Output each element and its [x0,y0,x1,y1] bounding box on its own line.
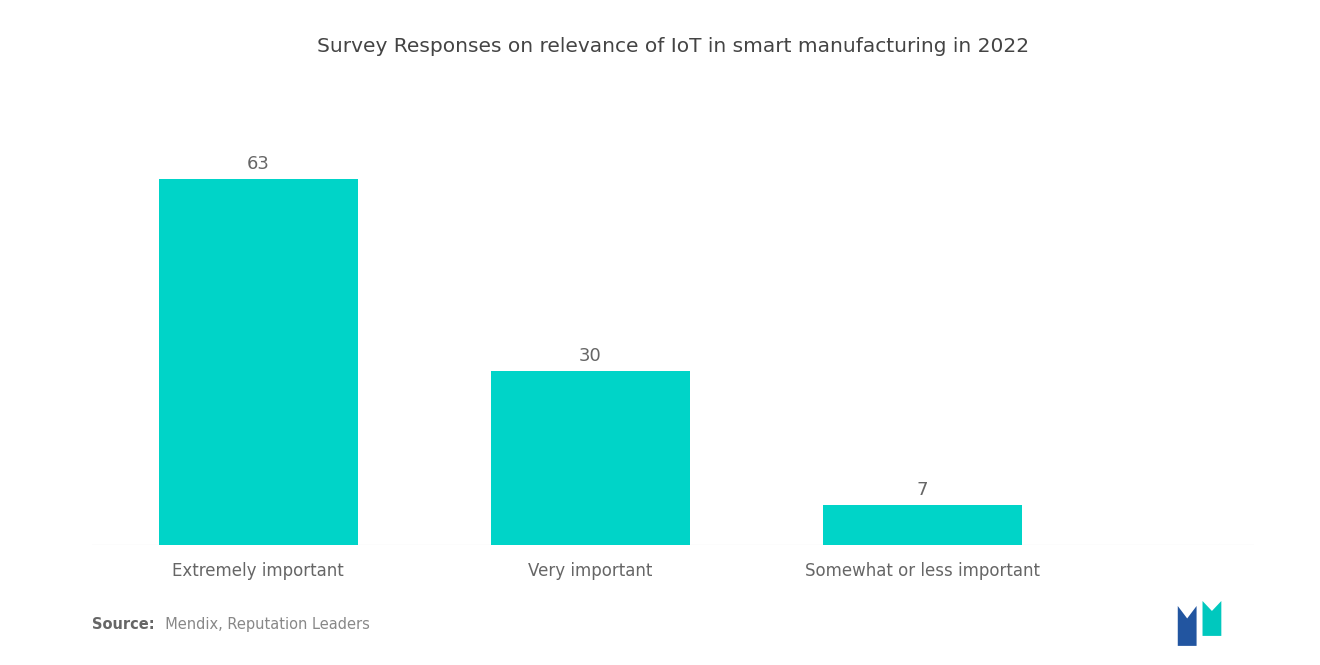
Bar [491,370,690,545]
Text: 7: 7 [916,481,928,499]
Polygon shape [1203,601,1221,636]
Text: Source:: Source: [92,616,154,632]
Title: Survey Responses on relevance of IoT in smart manufacturing in 2022: Survey Responses on relevance of IoT in … [317,37,1030,56]
Text: 30: 30 [579,347,602,365]
Bar [822,505,1022,545]
Bar [158,179,358,545]
Text: Mendix, Reputation Leaders: Mendix, Reputation Leaders [156,616,370,632]
Polygon shape [1177,606,1196,646]
Text: 63: 63 [247,155,269,173]
